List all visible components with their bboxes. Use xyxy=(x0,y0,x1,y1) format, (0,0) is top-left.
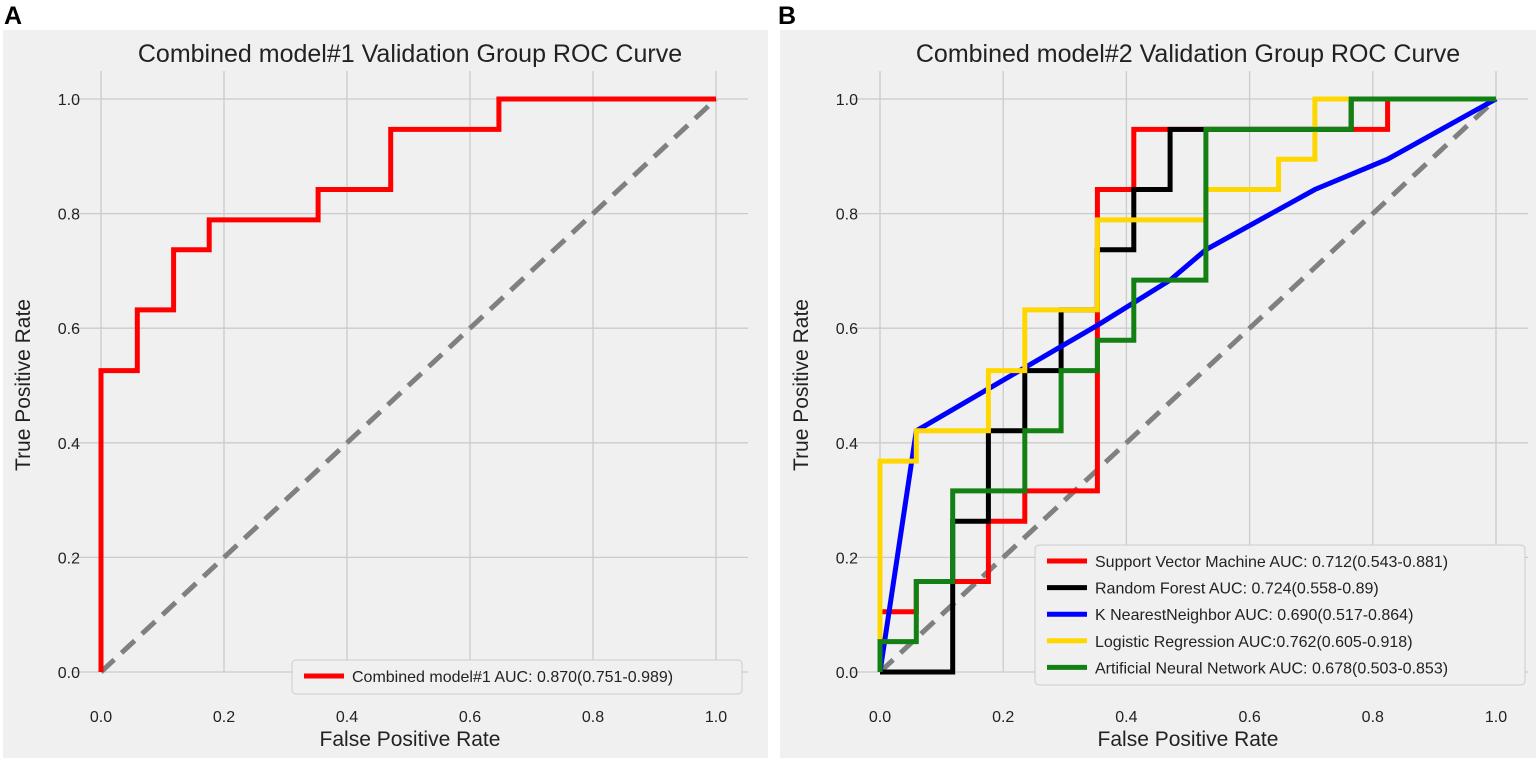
chart-b-title: Combined model#2 Validation Group ROC Cu… xyxy=(916,40,1460,68)
chart-b-legend: Support Vector Machine AUC: 0.712(0.543-… xyxy=(1034,544,1526,686)
chart-a-y-tick-label: 0.8 xyxy=(58,207,80,224)
chart-b-y-tick-label: 0.0 xyxy=(836,665,858,682)
chart-a-x-tick-label: 1.0 xyxy=(705,709,727,726)
chart-b-x-tick-label: 0.8 xyxy=(1362,709,1384,726)
chart-b-legend-label: Random Forest AUC: 0.724(0.558-0.89) xyxy=(1095,581,1379,598)
chart-a-legend-box xyxy=(291,659,743,695)
chart-a-y-tick-label: 0.6 xyxy=(58,321,80,338)
chart-a-x-tick-label: 0.4 xyxy=(336,709,358,726)
chart-b-y-axis-label: True Positive Rate xyxy=(790,299,813,471)
chart-a-legend-label: Combined model#1 AUC: 0.870(0.751-0.989) xyxy=(352,669,673,686)
chart-a-y-tick-label: 0.0 xyxy=(58,665,80,682)
chart-b-y-tick-label: 0.4 xyxy=(836,436,858,453)
chart-a-x-tick-label: 0.2 xyxy=(213,709,235,726)
chart-b-y-tick-label: 1.0 xyxy=(836,92,858,109)
panel-b-letter: B xyxy=(778,2,797,30)
chart-b-y-tick-label: 0.2 xyxy=(836,550,858,567)
chart-a-legend: Combined model#1 AUC: 0.870(0.751-0.989) xyxy=(291,659,743,695)
chart-b-x-tick-label: 0.4 xyxy=(1115,709,1137,726)
chart-a-diagonal-reference-line xyxy=(99,97,718,674)
panel-a-background xyxy=(3,30,768,758)
chart-a-y-tick-label: 0.4 xyxy=(58,436,80,453)
chart-b-legend-box xyxy=(1034,544,1526,686)
chart-b-x-tick-label: 0.6 xyxy=(1238,709,1260,726)
panel-a-letter: A xyxy=(4,2,23,30)
chart-b-roc-series-4 xyxy=(877,96,1496,672)
chart-b-legend-label: Support Vector Machine AUC: 0.712(0.543-… xyxy=(1095,554,1448,571)
chart-a-x-axis-label: False Positive Rate xyxy=(320,728,501,751)
chart-a-x-tick-label: 0.6 xyxy=(459,709,481,726)
chart-b-x-axis-label: False Positive Rate xyxy=(1098,728,1279,751)
chart-a-y-axis-label: True Positive Rate xyxy=(12,299,35,471)
chart-b-x-tick-label: 1.0 xyxy=(1485,709,1507,726)
chart-b-roc-series-3 xyxy=(877,96,1496,672)
chart-a-y-tick-label: 1.0 xyxy=(58,92,80,109)
chart-b-legend-label: Artificial Neural Network AUC: 0.678(0.5… xyxy=(1095,660,1448,677)
chart-b-diagonal-reference-line xyxy=(878,97,1498,674)
chart-a-x-tick-label: 0.0 xyxy=(90,709,112,726)
chart-a-roc-series-0 xyxy=(98,96,716,672)
chart-b-x-tick-label: 0.2 xyxy=(992,709,1014,726)
chart-b-legend-label: Logistic Regression AUC:0.762(0.605-0.91… xyxy=(1095,634,1413,651)
chart-b-y-tick-label: 0.6 xyxy=(836,321,858,338)
chart-b-legend-label: K NearestNeighbor AUC: 0.690(0.517-0.864… xyxy=(1095,607,1413,624)
chart-b-x-tick-label: 0.0 xyxy=(869,709,891,726)
chart-b-roc-series-2 xyxy=(877,96,1498,673)
chart-a-title: Combined model#1 Validation Group ROC Cu… xyxy=(138,40,682,68)
chart-b-y-tick-label: 0.8 xyxy=(836,207,858,224)
chart-a-y-tick-label: 0.2 xyxy=(58,550,80,567)
chart-a-x-tick-label: 0.8 xyxy=(582,709,604,726)
